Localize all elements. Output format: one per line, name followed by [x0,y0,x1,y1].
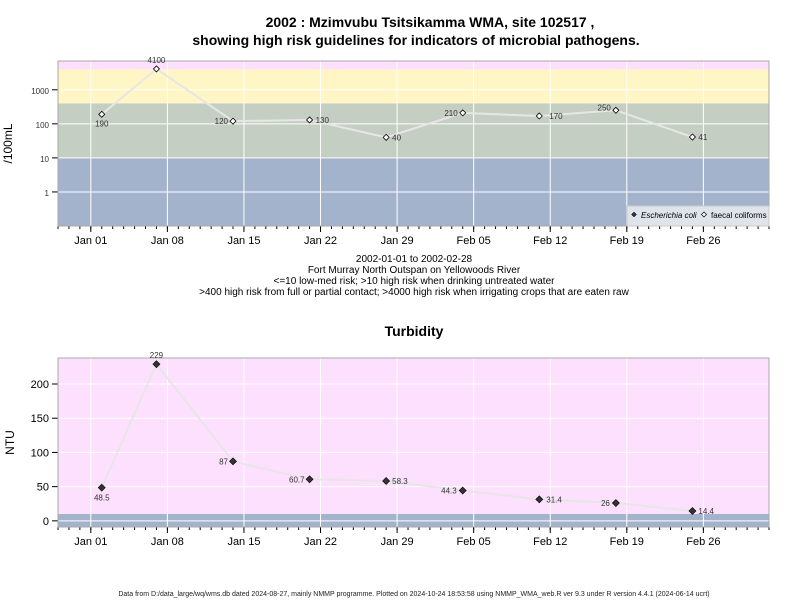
x-tick-label: Jan 08 [151,536,184,548]
legend-marker-e-coli [631,211,637,218]
y-tick-label: 1000 [31,87,49,96]
data-point [535,112,543,120]
x-tick-label: Jan 22 [304,235,337,247]
data-label: 58.3 [392,477,408,486]
y-tick-label: 50 [37,482,49,494]
data-point [306,116,314,124]
data-label: 120 [215,117,229,126]
chart-title-line-2: showing high risk guidelines for indicat… [192,32,639,48]
x-tick-label: Jan 15 [227,536,260,548]
y-tick-label: 1 [45,189,50,198]
plot-frame [57,357,770,528]
x-tick-label: Feb 12 [533,536,567,548]
x-tick-label: Feb 05 [457,235,491,247]
y-tick-label: 200 [31,379,49,391]
data-point [152,65,161,73]
data-point [382,477,391,485]
data-label: 40 [392,133,401,142]
footer-note: Data from D:/data_large/wq/wms.db dated … [118,591,709,598]
x-tick-label: Feb 19 [610,536,644,548]
caption-site: Fort Murray North Outspan on Yellowoods … [308,265,521,276]
x-tick-label: Jan 29 [381,235,414,247]
x-tick-label: Jan 15 [227,235,260,247]
risk-band-1 [58,103,769,158]
legend-marker-faecal-coliforms [701,211,707,218]
data-point [382,133,390,141]
legend-label-faecal-coliforms: faecal coliforms [711,211,767,220]
chart-legend: Escherichia coli faecal coliforms [626,205,770,227]
x-tick-label: Jan 01 [74,235,107,247]
x-tick-label: Feb 19 [610,235,644,247]
data-label: 4100 [148,56,166,65]
x-tick-label: Jan 29 [381,536,414,548]
data-label: 60.7 [289,475,305,484]
x-tick-label: Jan 01 [74,536,107,548]
data-label: 170 [549,112,563,121]
risk-band-2 [58,69,769,104]
data-point [535,495,544,504]
data-label: 250 [598,103,612,112]
data-point [152,360,161,369]
data-point [611,499,620,507]
data-point [98,110,106,118]
x-tick-label: Feb 26 [686,536,720,548]
caption-contact-guideline: >400 high risk from full or partial cont… [199,287,629,298]
data-label: 31.4 [546,495,562,504]
caption-drinking-guideline: <=10 low-med risk; >10 high risk when dr… [274,276,556,287]
data-label: 48.5 [94,494,110,503]
data-point [688,507,697,515]
data-label: 190 [95,119,109,128]
y-tick-label: 10 [40,155,49,164]
x-tick-label: Feb 12 [533,235,567,247]
data-label: 130 [316,116,330,125]
microbial-panel: Jan 01 Jan 08 Jan 15 Jan 22 Jan 29 Feb 05 Feb … [1,56,770,247]
data-label: 41 [698,133,707,142]
x-tick-label: Jan 22 [304,536,337,548]
data-point [229,117,237,125]
data-label: 229 [150,351,164,360]
data-label: 26 [601,499,610,508]
data-point [97,483,106,492]
turbidity-panel: Jan 01 Jan 08 Jan 15 Jan 22 Jan 29 Feb 05 Feb … [3,351,770,548]
risk-band-3 [58,61,769,70]
data-label: 87 [219,457,228,466]
y-tick-label: 150 [31,413,49,425]
x-tick-label: Feb 05 [457,536,491,548]
legend-label-e-coli: Escherichia coli [641,211,697,220]
x-tick-label: Jan 08 [151,235,184,247]
caption-date-range: 2002-01-01 to 2002-02-28 [356,254,473,265]
plot-frame [57,60,770,227]
y-tick-label: 100 [36,121,50,130]
data-point [688,133,696,141]
data-point [229,457,237,466]
data-label: 210 [444,109,458,118]
data-point [458,486,467,495]
turbidity-title: Turbidity [385,323,444,339]
y-tick-label: 0 [43,516,49,528]
risk-band-1 [58,358,769,514]
y-tick-label: 100 [31,447,49,459]
data-point [305,475,314,484]
legend-box [626,205,770,227]
data-point [459,109,467,117]
x-tick-label: Feb 26 [686,235,720,247]
y-axis-label: NTU [3,430,17,455]
data-point [612,106,620,114]
data-label: 14.4 [698,507,714,516]
y-axis-label: /100mL [1,123,15,163]
data-label: 44.3 [441,487,457,496]
chart-title-line-1: 2002 : Mzimvubu Tsitsikamma WMA, site 10… [266,14,595,30]
